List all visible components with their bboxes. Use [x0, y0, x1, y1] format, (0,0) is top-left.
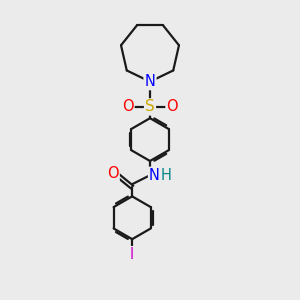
Text: O: O — [167, 99, 178, 114]
Text: N: N — [149, 168, 160, 183]
Text: N: N — [145, 74, 155, 89]
Text: O: O — [122, 99, 134, 114]
Text: I: I — [130, 247, 134, 262]
Text: H: H — [161, 168, 172, 183]
Text: O: O — [107, 166, 119, 181]
Text: S: S — [145, 99, 155, 114]
